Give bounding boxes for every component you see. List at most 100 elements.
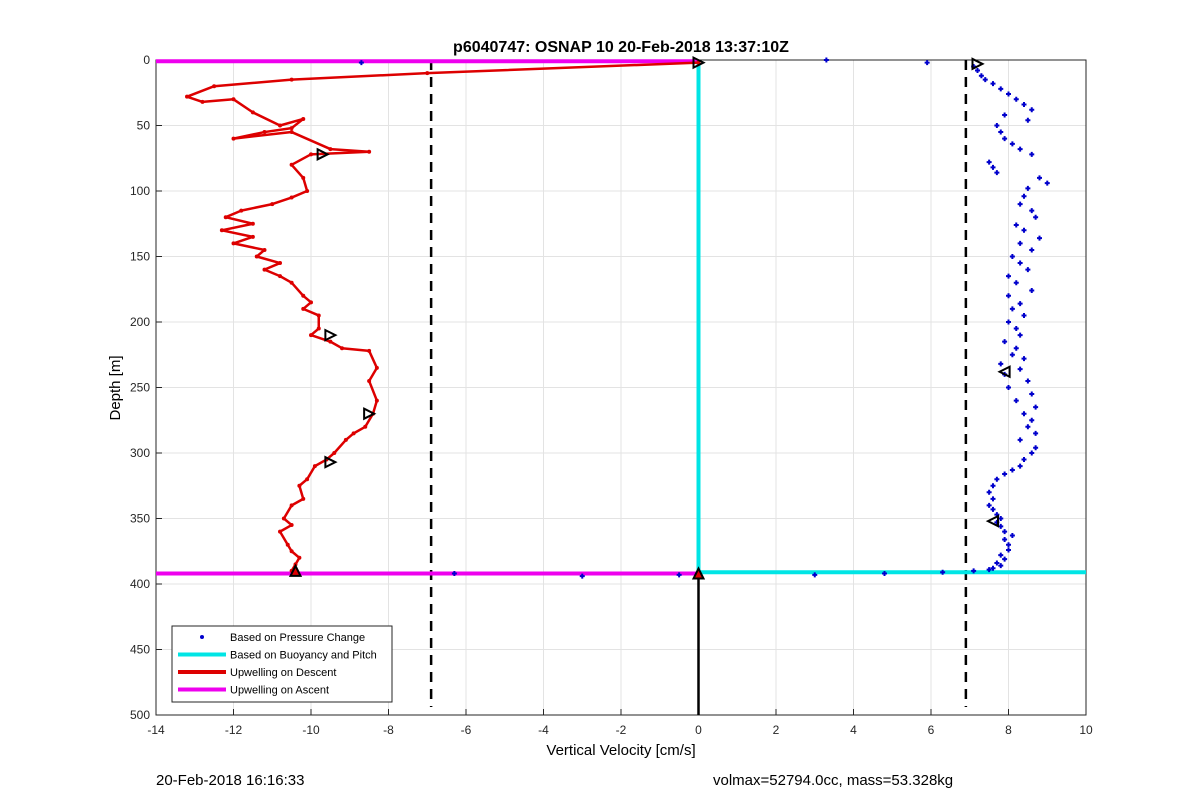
pressure-change-point: [998, 129, 1004, 135]
pressure-change-point: [1029, 247, 1035, 253]
pressure-change-point: [990, 164, 996, 170]
pressure-change-point: [1017, 260, 1023, 266]
direction-marker: [324, 455, 338, 469]
pressure-change-point: [940, 569, 946, 575]
pressure-change-point: [1033, 445, 1039, 451]
descent-point: [316, 313, 321, 318]
pressure-change-point: [1017, 240, 1023, 246]
pressure-change-point: [1029, 208, 1035, 214]
pressure-change-point: [986, 159, 992, 165]
pressure-change-point: [1044, 180, 1050, 186]
pressure-change-point: [1009, 352, 1015, 358]
pressure-change-point: [978, 73, 984, 79]
direction-marker: [692, 56, 706, 70]
direction-marker: [691, 566, 706, 580]
descent-point: [367, 348, 372, 353]
descent-point: [223, 215, 228, 220]
pressure-change-point: [1021, 102, 1027, 108]
descent-point: [309, 333, 313, 338]
pressure-change-point: [1025, 185, 1031, 191]
pressure-change-point: [1021, 356, 1027, 362]
pressure-change-point: [1002, 471, 1008, 477]
descent-point: [289, 195, 294, 200]
pressure-change-point: [1037, 175, 1042, 181]
descent-point: [254, 254, 259, 259]
descent-point: [281, 516, 286, 521]
pressure-change-point: [1002, 136, 1008, 142]
descent-point: [301, 306, 306, 311]
descent-point: [309, 152, 313, 157]
descent-point: [278, 274, 282, 279]
y-tick-label: 500: [130, 708, 150, 722]
pressure-change-point: [1017, 366, 1023, 372]
pressure-change-point: [676, 572, 682, 578]
descent-point: [297, 483, 302, 488]
pressure-change-point: [998, 516, 1004, 521]
pressure-change-point: [823, 57, 829, 63]
descent-point: [289, 77, 294, 82]
direction-marker: [324, 328, 338, 342]
y-tick-label: 400: [130, 577, 150, 591]
y-tick-label: 250: [130, 381, 150, 395]
pressure-change-point: [1013, 326, 1019, 332]
x-tick-label: 6: [928, 723, 935, 737]
pressure-change-point: [1021, 193, 1027, 199]
y-tick-label: 100: [130, 184, 150, 198]
descent-point: [262, 267, 267, 272]
pressure-change-point: [1021, 227, 1027, 233]
pressure-change-point: [1009, 254, 1015, 259]
descent-point: [200, 99, 205, 104]
pressure-change-point: [1006, 385, 1011, 390]
descent-point: [328, 339, 333, 344]
descent-point: [340, 346, 344, 351]
descent-point: [285, 542, 290, 547]
pressure-change-point: [1025, 267, 1031, 273]
descent-point: [289, 126, 294, 131]
pressure-change-point: [986, 502, 992, 508]
descent-point: [374, 398, 379, 403]
x-tick-label: -4: [538, 723, 549, 737]
pressure-change-point: [990, 496, 996, 502]
pressure-change-point: [1017, 437, 1023, 443]
descent-point: [231, 136, 236, 141]
chart-title: p6040747: OSNAP 10 20-Feb-2018 13:37:10Z: [453, 39, 789, 56]
descent-point: [374, 365, 379, 370]
descent-point: [289, 523, 294, 528]
pressure-change-point: [579, 573, 585, 579]
legend-marker: [200, 635, 204, 639]
pressure-change-point: [998, 563, 1004, 569]
pressure-change-point: [990, 565, 996, 571]
descent-point: [367, 149, 372, 154]
descent-point: [289, 130, 294, 135]
pressure-change-point: [1029, 151, 1035, 157]
pressure-change-point: [1006, 319, 1011, 325]
glider-info: volmax=52794.0cc, mass=53.328kg: [713, 772, 954, 789]
x-tick-label: 8: [1005, 723, 1012, 737]
pressure-change-point: [975, 67, 980, 73]
pressure-change-point: [1025, 117, 1031, 123]
descent-point: [289, 280, 294, 285]
pressure-change-point: [1009, 533, 1015, 539]
descent-point: [231, 241, 236, 246]
x-tick-label: -10: [302, 723, 320, 737]
pressure-change-point: [1033, 404, 1039, 410]
pressure-change-point: [1025, 378, 1031, 384]
pressure-change-point: [1037, 235, 1042, 241]
descent-point: [343, 437, 348, 442]
descent-point: [328, 147, 333, 152]
pressure-change-point: [1029, 450, 1035, 456]
pressure-change-point: [1025, 424, 1031, 430]
pressure-change-point: [998, 523, 1004, 529]
legend-box: [171, 625, 393, 703]
x-tick-label: -8: [383, 723, 394, 737]
descent-point: [316, 326, 321, 331]
descent-point: [301, 293, 306, 298]
pressure-change-point: [1013, 222, 1019, 228]
pressure-change-point: [1002, 556, 1008, 562]
pressure-change-point: [971, 568, 977, 574]
descent-point: [367, 378, 372, 383]
pressure-change-point: [1006, 91, 1011, 97]
pressure-change-point: [1033, 214, 1039, 220]
x-tick-label: 10: [1079, 723, 1093, 737]
